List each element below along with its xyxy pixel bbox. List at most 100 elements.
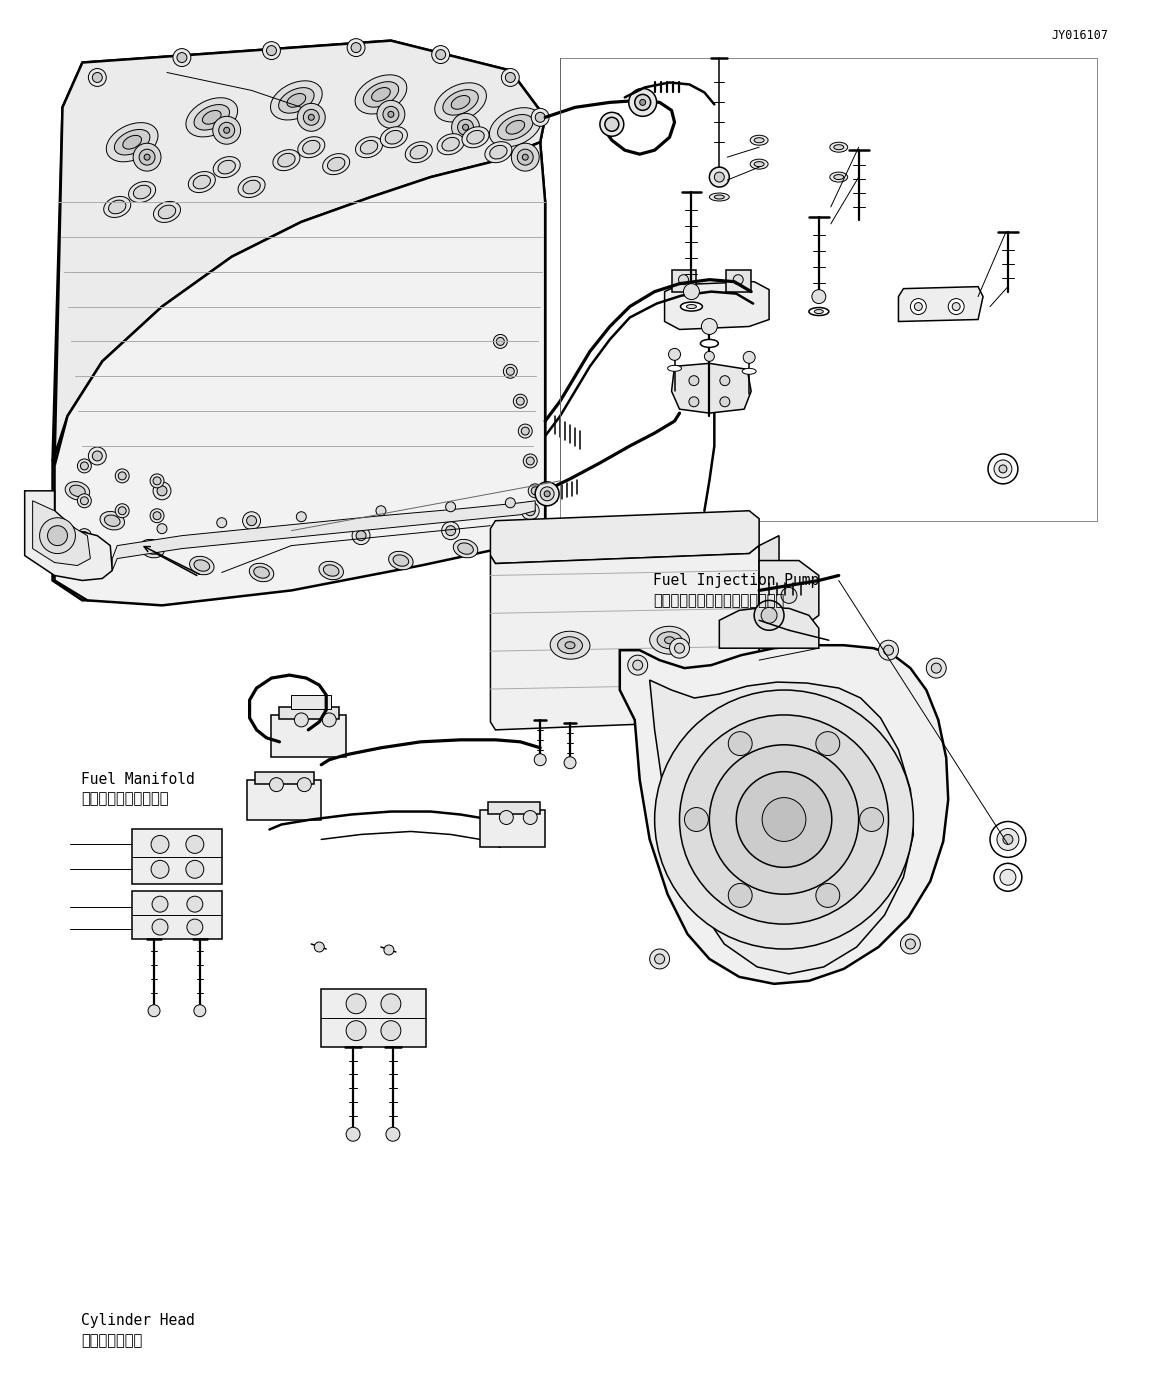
Ellipse shape [458, 542, 473, 555]
Ellipse shape [513, 526, 528, 537]
Circle shape [157, 524, 167, 534]
Circle shape [685, 807, 708, 831]
Circle shape [296, 512, 307, 521]
Ellipse shape [297, 137, 325, 158]
Ellipse shape [360, 141, 377, 153]
Polygon shape [52, 142, 545, 601]
Circle shape [47, 526, 67, 545]
Circle shape [246, 516, 257, 526]
Ellipse shape [100, 512, 125, 530]
Circle shape [529, 484, 543, 498]
Ellipse shape [508, 521, 532, 539]
Circle shape [536, 482, 559, 506]
Text: Fuel Manifold: Fuel Manifold [81, 772, 194, 788]
Circle shape [522, 427, 529, 435]
Circle shape [640, 99, 646, 106]
Ellipse shape [273, 149, 300, 170]
Circle shape [80, 461, 88, 470]
Circle shape [308, 114, 315, 120]
Ellipse shape [303, 141, 320, 153]
Polygon shape [720, 608, 819, 648]
Ellipse shape [489, 145, 507, 159]
Circle shape [511, 144, 539, 171]
Circle shape [88, 68, 106, 86]
Ellipse shape [279, 88, 314, 113]
Ellipse shape [278, 153, 295, 167]
Text: JY016107: JY016107 [1052, 29, 1108, 42]
Circle shape [536, 113, 545, 123]
Circle shape [152, 835, 169, 853]
Ellipse shape [133, 185, 150, 199]
Circle shape [133, 144, 161, 171]
Circle shape [383, 106, 399, 123]
Ellipse shape [104, 197, 131, 217]
Circle shape [906, 940, 915, 949]
Polygon shape [32, 500, 90, 566]
Circle shape [442, 521, 459, 539]
Ellipse shape [454, 539, 478, 558]
Circle shape [736, 772, 832, 867]
Circle shape [381, 994, 400, 1013]
Circle shape [878, 640, 899, 661]
Circle shape [911, 298, 927, 315]
Polygon shape [664, 282, 769, 329]
Bar [671, 269, 697, 291]
Circle shape [270, 778, 283, 792]
Circle shape [116, 468, 130, 482]
Ellipse shape [363, 82, 399, 107]
Circle shape [994, 460, 1012, 478]
Bar [727, 269, 751, 291]
Circle shape [463, 124, 469, 130]
Circle shape [39, 517, 75, 553]
Circle shape [599, 113, 624, 137]
Ellipse shape [462, 127, 489, 148]
Circle shape [525, 506, 536, 516]
Ellipse shape [485, 142, 511, 163]
Circle shape [187, 919, 202, 935]
Circle shape [655, 953, 664, 963]
Circle shape [522, 502, 539, 520]
Ellipse shape [323, 153, 349, 174]
Polygon shape [112, 500, 536, 570]
Circle shape [187, 896, 202, 912]
Circle shape [900, 934, 920, 953]
Circle shape [517, 149, 533, 164]
Ellipse shape [190, 556, 214, 574]
Circle shape [728, 884, 752, 907]
Circle shape [650, 949, 670, 969]
Ellipse shape [323, 565, 339, 576]
Ellipse shape [834, 145, 843, 149]
Circle shape [523, 810, 537, 824]
Circle shape [356, 531, 366, 541]
Circle shape [172, 49, 191, 67]
Circle shape [152, 919, 168, 935]
Circle shape [994, 863, 1022, 891]
Ellipse shape [815, 309, 824, 314]
Ellipse shape [253, 567, 270, 579]
Text: フェエルインジェクションポンプ: フェエルインジェクションポンプ [654, 592, 784, 608]
Ellipse shape [558, 637, 582, 654]
Circle shape [297, 778, 311, 792]
Circle shape [705, 351, 714, 361]
Circle shape [445, 502, 456, 512]
Bar [480, 810, 545, 848]
Circle shape [523, 454, 537, 468]
Polygon shape [759, 535, 779, 710]
Circle shape [860, 807, 884, 831]
Circle shape [812, 290, 826, 304]
Circle shape [816, 884, 840, 907]
Circle shape [352, 527, 370, 545]
Circle shape [377, 100, 405, 128]
Circle shape [152, 860, 169, 878]
Circle shape [605, 117, 619, 131]
Ellipse shape [686, 304, 697, 308]
Ellipse shape [657, 631, 681, 648]
Circle shape [743, 351, 756, 364]
Circle shape [152, 896, 168, 912]
Circle shape [78, 528, 91, 542]
Circle shape [988, 454, 1018, 484]
Circle shape [1000, 870, 1016, 885]
Circle shape [734, 275, 743, 284]
Circle shape [177, 53, 187, 63]
Circle shape [684, 749, 695, 761]
